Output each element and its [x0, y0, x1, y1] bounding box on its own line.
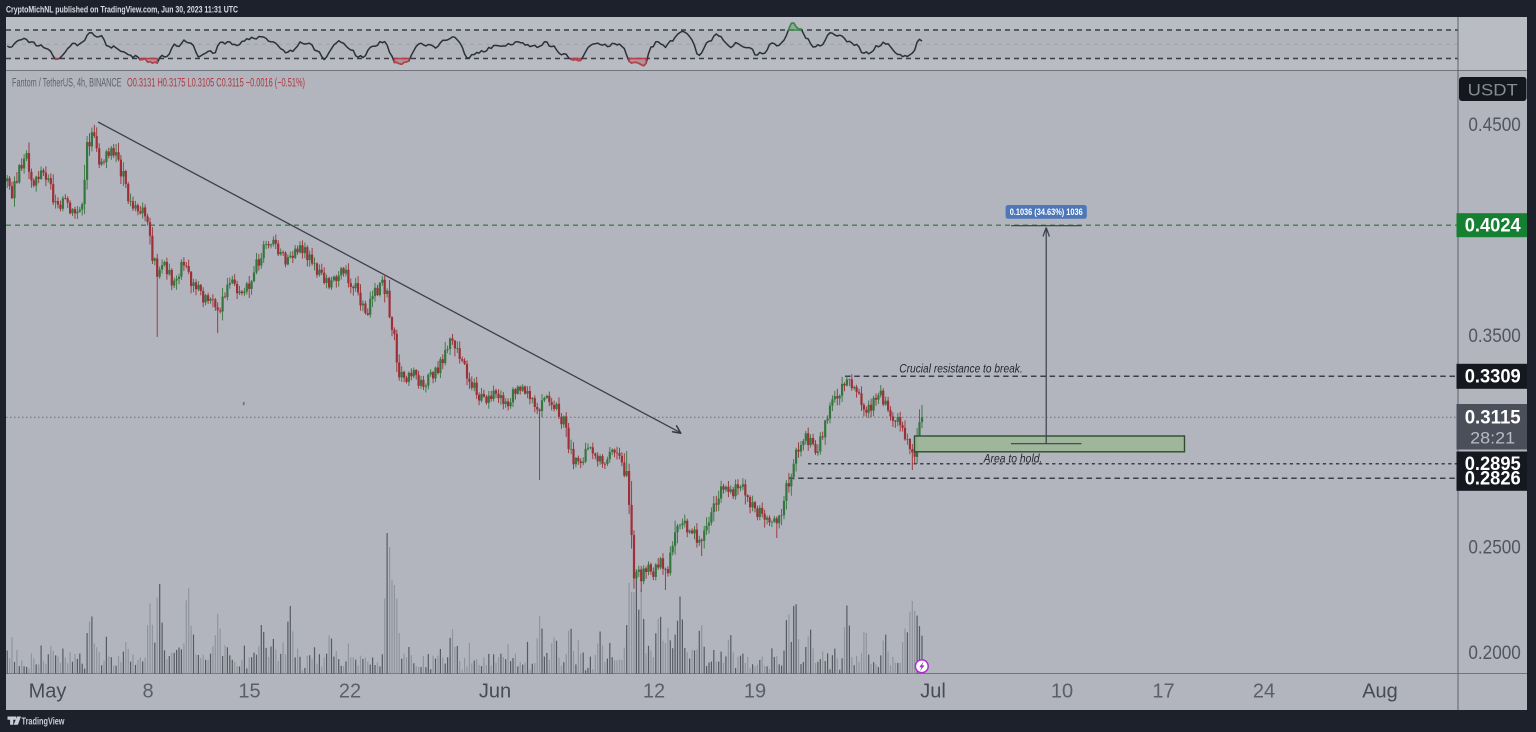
svg-text:15: 15 — [238, 681, 260, 703]
svg-text:0.3500: 0.3500 — [1468, 326, 1521, 347]
svg-text:USDT: USDT — [1468, 81, 1518, 100]
svg-text:24: 24 — [1253, 681, 1275, 703]
svg-text:May: May — [29, 681, 67, 703]
svg-text:17: 17 — [1152, 681, 1174, 703]
svg-text:Jun: Jun — [479, 681, 511, 703]
svg-text:Aug: Aug — [1362, 681, 1398, 703]
svg-text:0.2000: 0.2000 — [1468, 643, 1521, 664]
svg-text:28:21: 28:21 — [1470, 429, 1515, 448]
svg-text:22: 22 — [339, 681, 361, 703]
svg-text:12: 12 — [643, 681, 665, 703]
svg-text:Jul: Jul — [920, 681, 946, 703]
svg-text:Area to hold.: Area to hold. — [983, 451, 1043, 465]
svg-text:0.2500: 0.2500 — [1468, 537, 1521, 558]
svg-text:10: 10 — [1051, 681, 1073, 703]
svg-text:TradingView: TradingView — [22, 717, 65, 728]
svg-text:19: 19 — [744, 681, 766, 703]
svg-text:0.2895: 0.2895 — [1465, 454, 1521, 475]
svg-text:O0.3131 H0.3175 L0.3105 C0.: O0.3131 H0.3175 L0.3105 C0.3115 −0.0016 … — [127, 78, 305, 90]
svg-text:0.4500: 0.4500 — [1468, 115, 1521, 136]
svg-text:0.3115: 0.3115 — [1465, 408, 1521, 429]
svg-text:Fantom / TetherUS, 4h, BINANCE: Fantom / TetherUS, 4h, BINANCE — [12, 78, 122, 90]
svg-text:8: 8 — [142, 681, 153, 703]
svg-text:0.4024: 0.4024 — [1465, 215, 1521, 236]
svg-text:CryptoMichNL published on Trad: CryptoMichNL published on TradingView.co… — [6, 5, 238, 15]
svg-text:0.2826: 0.2826 — [1465, 469, 1521, 490]
svg-text:0.1036 (34.63%) 1036: 0.1036 (34.63%) 1036 — [1010, 207, 1083, 217]
svg-text:0.3309: 0.3309 — [1465, 367, 1521, 388]
svg-text:Crucial resistance to break.: Crucial resistance to break. — [899, 362, 1022, 376]
